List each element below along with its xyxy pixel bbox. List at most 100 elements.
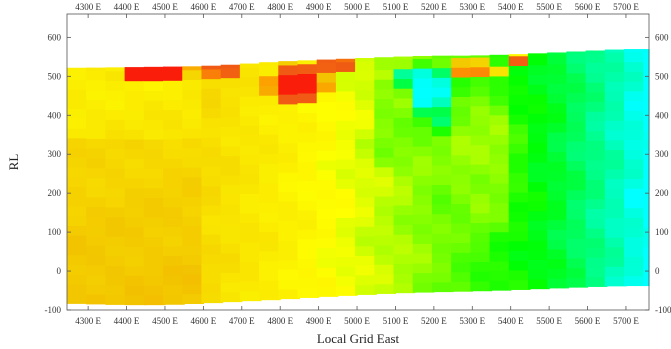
heatmap-cell [431,213,454,224]
heatmap-cell [489,75,512,87]
heatmap-cell [182,274,204,285]
heatmap-cell [451,184,473,195]
heatmap-cell [316,111,339,122]
heatmap-cell [316,62,339,73]
heatmap-cell [259,134,281,145]
heatmap-cell [239,261,262,272]
heatmap-cell [604,149,627,160]
heatmap-cell [316,150,339,161]
heatmap-cells [67,49,650,306]
heatmap-cell [412,116,435,128]
heatmap-cell [86,67,108,71]
heatmap-cell [643,119,650,131]
x-axis-label: Local Grid East [317,331,400,346]
heatmap-cell [374,234,397,246]
heatmap-cell [182,137,204,149]
heatmap-cell [470,134,493,146]
heatmap-cell [143,66,166,72]
heatmap-cell [297,229,320,240]
heatmap-cell [67,264,89,275]
heatmap-cell [643,100,650,111]
heatmap-cell [566,111,589,123]
heatmap-cell [163,158,185,169]
heatmap-cell [297,102,320,113]
heatmap-cell [624,217,646,228]
heatmap-cell [624,71,646,82]
heatmap-cell [220,165,243,176]
heatmap-cell [259,182,281,194]
heatmap-cell [604,276,627,287]
heatmap-cell [412,136,435,147]
heatmap-cell [163,167,185,179]
heatmap-cell [508,221,531,232]
heatmap-cell [86,79,108,91]
heatmap-cell [124,139,147,150]
heatmap-cell [451,232,473,244]
heatmap-cell [547,180,569,192]
heatmap-cell [393,165,416,177]
heatmap-cell [124,90,147,101]
heatmap-cell [182,206,204,217]
x-tick-label-bottom: 4500 E [152,316,178,326]
heatmap-cell [412,87,435,98]
heatmap-cell [297,199,320,211]
heatmap-cell [163,66,185,72]
heatmap-cell [624,227,646,238]
heatmap-cell [220,291,243,303]
heatmap-cell [220,145,243,157]
heatmap-cell [86,99,108,110]
heatmap-cell [182,244,204,256]
heatmap-cell [163,109,185,120]
heatmap-cell [431,145,454,156]
heatmap-cell [624,149,646,160]
y-tick-label-left: 100 [48,227,62,237]
heatmap-cell [604,237,627,248]
heatmap-cell [451,222,473,234]
heatmap-cell [527,93,550,105]
heatmap-cell [259,163,281,174]
heatmap-cell [239,203,262,214]
heatmap-cell [470,154,493,165]
heatmap-cell [431,155,454,166]
heatmap-cell [508,250,531,261]
heatmap-cell [220,252,243,264]
heatmap-cell [393,195,416,206]
heatmap-cell [297,161,320,172]
heatmap-cell [239,212,262,224]
heatmap-cell [182,128,204,139]
heatmap-cell [335,168,358,180]
heatmap-cell [220,272,243,283]
heatmap-cell [585,188,608,200]
heatmap-cell [643,178,650,189]
x-tick-label-bottom: 4800 E [267,316,293,326]
heatmap-cell [527,259,550,270]
heatmap-cell [451,271,473,282]
heatmap-cell [374,254,397,265]
heatmap-cell [143,148,166,160]
heatmap-cell [105,284,128,296]
y-tick-label-right: -100 [655,305,671,315]
heatmap-cell [643,275,650,287]
heatmap-cell [335,246,358,257]
heatmap-cell [585,218,608,229]
heatmap-cell [566,160,589,171]
heatmap-cell [316,101,339,112]
heatmap-cell [624,139,646,150]
heatmap-cell [355,60,377,71]
heatmap-cell [335,266,358,277]
heatmap-cell [431,281,454,293]
heatmap-cell [297,83,320,94]
heatmap-cell [316,286,339,297]
heatmap-cell [374,88,397,100]
heatmap-cell [67,283,89,295]
heatmap-cell [643,61,650,72]
heatmap-cell [643,49,650,53]
x-tick-label-top: 5400 E [498,2,524,12]
heatmap-cell [278,84,301,95]
x-tick-label-bottom: 5600 E [575,316,601,326]
heatmap-cell [105,187,128,198]
heatmap-cell [431,96,454,108]
heatmap-cell [163,236,185,247]
heatmap-cell [105,197,128,208]
heatmap-cell [182,235,204,246]
